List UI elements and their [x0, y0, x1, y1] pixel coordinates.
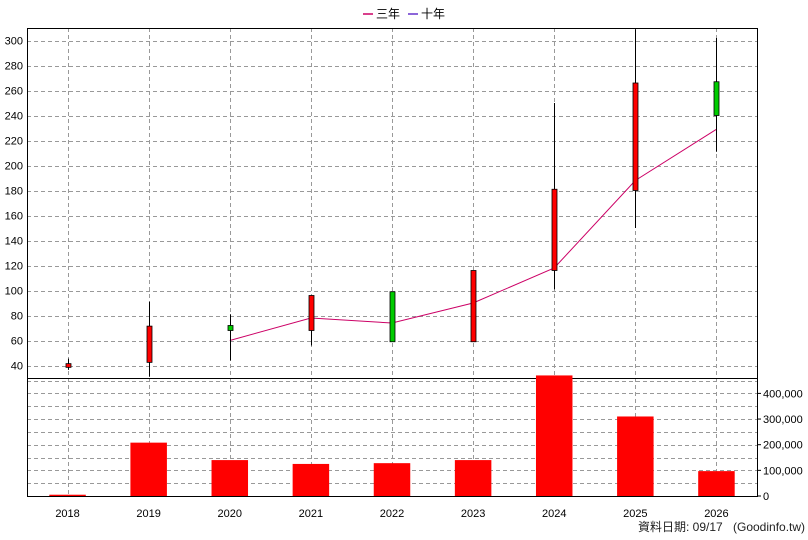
- source-label: (Goodinfo.tw): [733, 520, 805, 534]
- candle-body: [146, 325, 153, 363]
- volume-bar: [535, 375, 573, 496]
- candlesticks: [65, 29, 720, 377]
- candle-body: [65, 363, 72, 368]
- year-tick-label: 2018: [55, 508, 79, 520]
- plot-frame: [27, 28, 758, 497]
- volume-axis-ticks: 0 100,000 200,000 300,000 400,000: [757, 388, 803, 503]
- price-axis-ticks: 40 60 80 100 120 140 160 180 200 220 240 260 280 300: [5, 36, 23, 373]
- price-tick-label: 260: [5, 86, 23, 98]
- volume-tick-label: 300,000: [763, 414, 803, 426]
- price-tick-label: 120: [5, 261, 23, 273]
- volume-bars: [49, 375, 735, 496]
- year-tick-label: 2025: [623, 508, 647, 520]
- volume-bar: [698, 471, 735, 496]
- candle-body: [632, 82, 639, 191]
- candle-body: [389, 291, 396, 343]
- volume-bar: [211, 460, 249, 496]
- year-tick-label: 2020: [218, 508, 242, 520]
- plot-border: [27, 28, 758, 497]
- year-tick-label: 2026: [704, 508, 728, 520]
- year-tick-label: 2024: [542, 508, 566, 520]
- legend-label-three-year: 三年: [376, 7, 400, 21]
- volume-bar: [130, 442, 167, 496]
- price-tick-label: 240: [5, 111, 23, 123]
- year-tick-label: 2022: [380, 508, 404, 520]
- volume-bar: [292, 463, 330, 496]
- year-tick-label: 2019: [136, 508, 160, 520]
- volume-bar: [617, 416, 654, 496]
- volume-tick-label: 100,000: [763, 465, 803, 477]
- price-tick-label: 40: [11, 361, 23, 373]
- volume-tick-label: 400,000: [763, 388, 803, 400]
- candle-body: [713, 81, 720, 116]
- price-tick-label: 140: [5, 236, 23, 248]
- data-date-label: 資料日期: 09/17: [638, 520, 723, 534]
- legend-label-ten-year: 十年: [421, 7, 445, 21]
- price-tick-label: 60: [11, 336, 23, 348]
- legend: 三年 十年: [363, 7, 445, 21]
- candle-body: [551, 188, 558, 271]
- price-tick-label: 160: [5, 211, 23, 223]
- price-tick-label: 80: [11, 311, 23, 323]
- candle-body: [227, 325, 234, 331]
- price-tick-label: 200: [5, 161, 23, 173]
- price-tick-label: 280: [5, 61, 23, 73]
- price-tick-label: 100: [5, 286, 23, 298]
- year-tick-label: 2023: [461, 508, 485, 520]
- volume-bar: [373, 463, 411, 496]
- candle-body: [470, 270, 477, 343]
- x-axis-ticks: 2018 2019 2020 2021 2022 2023 2024 2025 2026: [55, 508, 728, 520]
- candle-body: [308, 295, 315, 331]
- price-tick-label: 180: [5, 186, 23, 198]
- volume-bar: [454, 460, 492, 496]
- volume-tick-label: 0: [763, 491, 769, 503]
- volume-tick-label: 200,000: [763, 440, 803, 452]
- price-tick-label: 300: [5, 36, 23, 48]
- volume-bar: [49, 494, 86, 496]
- year-tick-label: 2021: [299, 508, 323, 520]
- price-tick-label: 220: [5, 136, 23, 148]
